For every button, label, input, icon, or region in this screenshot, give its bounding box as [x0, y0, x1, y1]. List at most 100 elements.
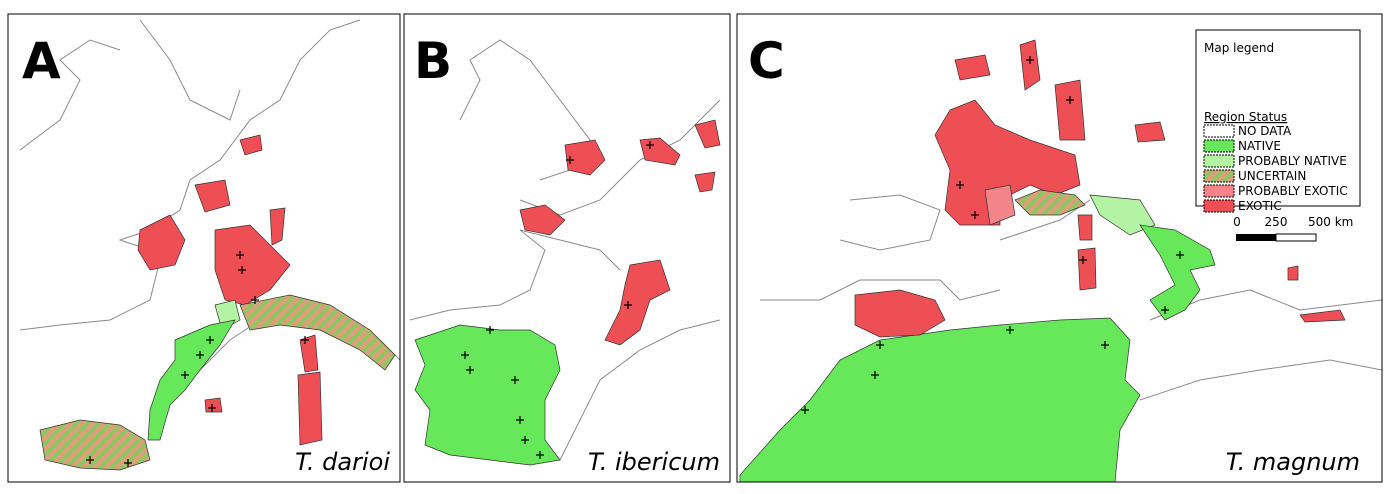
scale-label: 500 km: [1308, 215, 1353, 229]
occurrence-point: [124, 459, 132, 467]
region: [39, 419, 151, 471]
legend-swatch: [1203, 139, 1235, 153]
legend-subtitle: Region Status: [1204, 110, 1287, 124]
region: [204, 397, 223, 413]
region: [694, 171, 716, 193]
map-panel-c: Map legend Region Status NO DATANATIVEPR…: [739, 29, 1382, 482]
region: [239, 294, 396, 371]
region: [1089, 194, 1156, 236]
occurrence-point: [251, 296, 259, 304]
occurrence-point: [486, 326, 494, 334]
legend-label: UNCERTAIN: [1238, 169, 1306, 183]
occurrence-points: [86, 56, 1184, 467]
occurrence-point: [86, 456, 94, 464]
occurrence-point: [511, 376, 519, 384]
region: [519, 204, 566, 236]
occurrence-point: [196, 351, 204, 359]
legend-swatch: [1203, 124, 1235, 138]
legend-label: PROBABLY NATIVE: [1238, 154, 1347, 168]
map-panel-b: [409, 39, 721, 466]
legend-label: NO DATA: [1238, 124, 1292, 138]
region: [639, 137, 681, 166]
region: [1287, 265, 1299, 281]
panel-label: C: [748, 32, 785, 90]
region: [694, 119, 721, 149]
panel-frame: [403, 13, 731, 483]
occurrence-point: [208, 404, 216, 412]
legend-swatch: [1203, 154, 1235, 168]
region: [1077, 247, 1097, 291]
panel-label: A: [22, 32, 61, 90]
region: [1014, 189, 1086, 216]
legend-label: EXOTIC: [1238, 199, 1282, 213]
species-name: T. darioi: [295, 448, 390, 476]
region: [934, 99, 1081, 226]
occurrence-point: [536, 451, 544, 459]
region: [414, 324, 561, 466]
occurrence-point: [1006, 326, 1014, 334]
occurrence-point: [971, 211, 979, 219]
occurrence-point: [1101, 341, 1109, 349]
species-name: T. magnum: [1226, 448, 1360, 476]
region: [1077, 214, 1093, 241]
legend-label: NATIVE: [1238, 139, 1281, 153]
occurrence-point: [624, 301, 632, 309]
region: [1139, 224, 1216, 321]
occurrence-point: [516, 416, 524, 424]
occurrence-point: [1079, 256, 1087, 264]
panel-frame: [736, 13, 1383, 483]
occurrence-point: [1161, 306, 1169, 314]
legend-title: Map legend: [1204, 41, 1274, 55]
panel-frame: [7, 13, 401, 483]
region: [1299, 309, 1346, 323]
region: [564, 139, 606, 176]
occurrence-point: [801, 406, 809, 414]
occurrence-point: [181, 371, 189, 379]
region: [137, 214, 186, 271]
region: [269, 207, 286, 246]
region: [214, 224, 291, 306]
occurrence-point: [1176, 251, 1184, 259]
occurrence-point: [646, 141, 654, 149]
region: [1134, 121, 1166, 143]
region: [1019, 39, 1041, 91]
region: [297, 371, 323, 446]
occurrence-point: [876, 341, 884, 349]
region: [1054, 79, 1086, 141]
occurrence-point: [566, 156, 574, 164]
occurrence-point: [466, 366, 474, 374]
region: [854, 289, 946, 338]
panel-label: B: [414, 32, 452, 90]
occurrence-point: [236, 251, 244, 259]
species-name: T. ibericum: [588, 448, 720, 476]
region: [299, 334, 319, 373]
legend-swatch: [1203, 169, 1235, 183]
occurrence-point: [871, 371, 879, 379]
region: [239, 134, 263, 156]
occurrence-point: [956, 181, 964, 189]
occurrence-point: [521, 436, 529, 444]
region: [954, 54, 991, 81]
scale-bar: [1236, 234, 1276, 241]
region: [194, 179, 231, 213]
occurrence-point: [461, 351, 469, 359]
occurrence-point: [301, 336, 309, 344]
map-panel-a: [19, 19, 400, 471]
legend-swatch: [1203, 199, 1235, 213]
occurrence-point: [238, 266, 246, 274]
scale-label: 0: [1233, 215, 1241, 229]
region: [984, 184, 1016, 226]
region: [739, 317, 1141, 482]
scale-bar: [1275, 233, 1317, 242]
region: [147, 319, 236, 441]
occurrence-point: [1026, 56, 1034, 64]
occurrence-point: [1066, 96, 1074, 104]
region: [604, 259, 671, 346]
legend-swatch: [1203, 184, 1235, 198]
occurrence-point: [206, 336, 214, 344]
scale-label: 250: [1265, 215, 1288, 229]
legend-label: PROBABLY EXOTIC: [1238, 184, 1348, 198]
